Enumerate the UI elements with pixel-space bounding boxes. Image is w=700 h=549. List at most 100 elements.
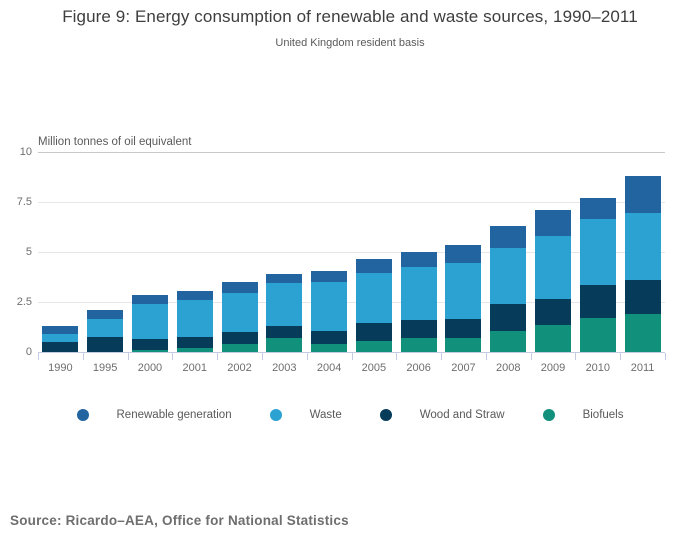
bar-segment-biofuels[interactable] bbox=[131, 350, 168, 352]
legend-item-wood-and-straw[interactable]: Wood and Straw bbox=[379, 409, 505, 421]
bar-segment-renewable-generation[interactable] bbox=[535, 210, 572, 236]
bar-segment-wood-and-straw[interactable] bbox=[535, 299, 572, 325]
bar-segment-biofuels[interactable] bbox=[445, 338, 482, 352]
bar-segment-renewable-generation[interactable] bbox=[579, 198, 616, 219]
chart-title: Figure 9: Energy consumption of renewabl… bbox=[62, 7, 638, 26]
x-axis-tick bbox=[486, 353, 487, 360]
bar-segment-renewable-generation[interactable] bbox=[87, 310, 124, 319]
bar-segment-wood-and-straw[interactable] bbox=[176, 337, 213, 348]
x-tick-label-1990: 1990 bbox=[48, 362, 73, 374]
bar-segment-biofuels[interactable] bbox=[400, 338, 437, 352]
bar-segment-waste[interactable] bbox=[579, 219, 616, 285]
bar-segment-waste[interactable] bbox=[311, 282, 348, 331]
bar-segment-renewable-generation[interactable] bbox=[42, 326, 79, 334]
bar-segment-renewable-generation[interactable] bbox=[355, 259, 392, 273]
bar-segment-wood-and-straw[interactable] bbox=[579, 285, 616, 318]
bar-segment-biofuels[interactable] bbox=[355, 341, 392, 352]
legend-item-renewable-generation[interactable]: Renewable generation bbox=[76, 409, 232, 421]
legend-item-waste[interactable]: Waste bbox=[269, 409, 342, 421]
x-tick-label-2010: 2010 bbox=[585, 362, 611, 374]
bar-segment-wood-and-straw[interactable] bbox=[42, 342, 79, 352]
y-tick-label: 5 bbox=[25, 246, 32, 258]
bar-segment-wood-and-straw[interactable] bbox=[445, 319, 482, 338]
bar-segment-waste[interactable] bbox=[87, 319, 124, 337]
bar-segment-renewable-generation[interactable] bbox=[176, 291, 213, 300]
legend: Renewable generation Waste Wood and Straw B… bbox=[0, 409, 700, 421]
legend-label: Renewable generation bbox=[116, 409, 232, 421]
x-axis-tick bbox=[531, 353, 532, 360]
bar-segment-waste[interactable] bbox=[42, 334, 79, 342]
bar-segment-wood-and-straw[interactable] bbox=[87, 337, 124, 352]
bar-1990 bbox=[42, 326, 79, 352]
legend-marker-icon bbox=[76, 409, 89, 421]
y-tick-label: 0 bbox=[25, 346, 32, 358]
bar-segment-wood-and-straw[interactable] bbox=[490, 304, 527, 331]
bar-2011 bbox=[624, 176, 661, 352]
x-tick-label-2000: 2000 bbox=[137, 362, 163, 374]
x-tick-label-2001: 2001 bbox=[182, 362, 207, 374]
bar-segment-wood-and-straw[interactable] bbox=[266, 326, 303, 338]
plot-area: 0 2.5 5 7.5 10 1990 1995 2000 2001 2002 2003 2004 20… bbox=[17, 146, 666, 374]
bar-segment-biofuels[interactable] bbox=[579, 318, 616, 352]
bar-segment-waste[interactable] bbox=[221, 293, 258, 332]
bar-segment-renewable-generation[interactable] bbox=[624, 176, 661, 213]
legend-label: Biofuels bbox=[582, 409, 624, 421]
legend-marker-icon bbox=[379, 409, 392, 421]
bar-segment-renewable-generation[interactable] bbox=[266, 274, 303, 283]
bar-segment-waste[interactable] bbox=[131, 304, 168, 339]
bar-segment-waste[interactable] bbox=[624, 213, 661, 280]
bar-segment-biofuels[interactable] bbox=[176, 348, 213, 352]
bar-segment-renewable-generation[interactable] bbox=[221, 282, 258, 293]
bar-segment-biofuels[interactable] bbox=[221, 344, 258, 352]
bar-segment-wood-and-straw[interactable] bbox=[311, 331, 348, 344]
legend-label: Wood and Straw bbox=[419, 409, 505, 421]
bar-segment-wood-and-straw[interactable] bbox=[624, 280, 661, 314]
bar-2003 bbox=[266, 274, 303, 352]
y-axis-unit-label: Million tonnes of oil equivalent bbox=[38, 136, 192, 148]
bar-segment-renewable-generation[interactable] bbox=[131, 295, 168, 304]
x-tick-label-2011: 2011 bbox=[630, 362, 655, 374]
bar-segment-waste[interactable] bbox=[176, 300, 213, 337]
bar-segment-waste[interactable] bbox=[400, 267, 437, 320]
bar-2006 bbox=[400, 252, 437, 352]
source-note: Source: Ricardo–AEA, Office for National… bbox=[10, 513, 349, 528]
bar-segment-biofuels[interactable] bbox=[624, 314, 661, 352]
legend-item-biofuels[interactable]: Biofuels bbox=[542, 409, 624, 421]
bar-segment-renewable-generation[interactable] bbox=[490, 226, 527, 248]
x-tick-label-2009: 2009 bbox=[540, 362, 566, 374]
bar-segment-waste[interactable] bbox=[355, 273, 392, 323]
bar-segment-renewable-generation[interactable] bbox=[311, 271, 348, 282]
bar-segment-renewable-generation[interactable] bbox=[445, 245, 482, 263]
bar-segment-wood-and-straw[interactable] bbox=[221, 332, 258, 344]
x-axis-tick bbox=[128, 353, 129, 360]
x-axis-tick bbox=[262, 353, 263, 360]
x-axis-tick bbox=[217, 353, 218, 360]
x-axis-tick bbox=[352, 353, 353, 360]
bar-2002 bbox=[221, 282, 258, 352]
bar-segment-wood-and-straw[interactable] bbox=[400, 320, 437, 338]
bar-segment-waste[interactable] bbox=[266, 283, 303, 326]
bar-2001 bbox=[176, 291, 213, 352]
bar-segment-waste[interactable] bbox=[490, 248, 527, 304]
bar-segment-waste[interactable] bbox=[535, 236, 572, 299]
bar-2004 bbox=[311, 271, 348, 352]
bar-segment-biofuels[interactable] bbox=[535, 325, 572, 352]
bar-segment-biofuels[interactable] bbox=[311, 344, 348, 352]
gridline-7.5 bbox=[38, 202, 665, 203]
bar-segment-biofuels[interactable] bbox=[490, 331, 527, 352]
bar-segment-waste[interactable] bbox=[445, 263, 482, 319]
bar-2000 bbox=[131, 295, 168, 352]
y-tick-label: 2.5 bbox=[16, 296, 32, 308]
bar-segment-renewable-generation[interactable] bbox=[400, 252, 437, 267]
x-axis-tick bbox=[83, 353, 84, 360]
bar-2005 bbox=[355, 259, 392, 352]
x-axis-tick bbox=[620, 353, 621, 360]
bar-segment-wood-and-straw[interactable] bbox=[355, 323, 392, 341]
bar-2009 bbox=[535, 210, 572, 352]
bar-segment-biofuels[interactable] bbox=[266, 338, 303, 352]
bar-segment-wood-and-straw[interactable] bbox=[131, 339, 168, 350]
legend-label: Waste bbox=[309, 409, 342, 421]
x-axis-tick bbox=[172, 353, 173, 360]
bar-2008 bbox=[490, 226, 527, 352]
